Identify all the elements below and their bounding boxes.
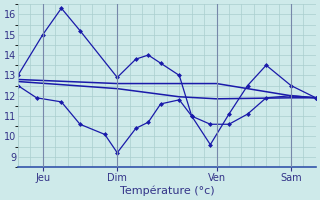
X-axis label: Température (°c): Température (°c) [120, 185, 214, 196]
